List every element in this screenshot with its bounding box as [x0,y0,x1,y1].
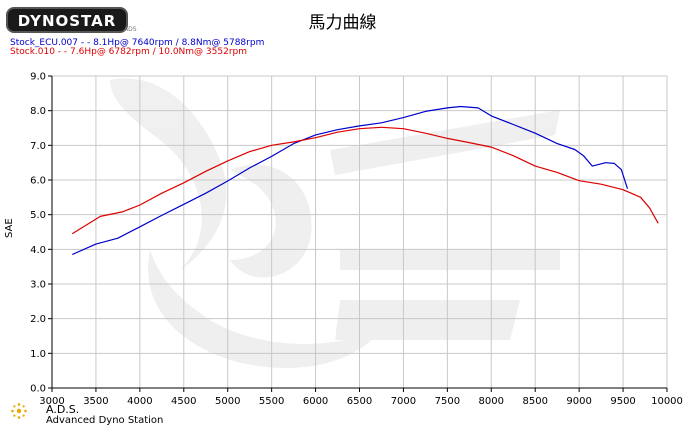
dynostar-logo: DYNOSTAR [6,7,128,33]
series-line-stock-ecu [71,105,629,256]
legend-entry-stock-ecu: Stock_ECU.007 - - 8.1Hp@ 7640rpm / 8.8Nm… [10,38,265,48]
footer-brand-name: A.D.S. [46,403,80,416]
y-tick-label: 4.0 [30,245,46,256]
x-tick-label: 7500 [435,396,460,407]
y-tick-label: 5.0 [30,210,46,221]
x-tick-label: 9500 [610,396,635,407]
x-tick-label: 5500 [259,396,284,407]
x-tick-label: 5000 [215,396,240,407]
y-tick-label: 8.0 [30,106,46,117]
ads-logo-icon [11,403,27,419]
y-tick-label: 7.0 [30,141,46,152]
series-line-stock [71,126,659,235]
grid [51,75,668,389]
series-lines [71,105,659,256]
x-tick-label: 3000 [39,396,64,407]
y-axis-ticks: 0.0 1.0 2.0 3.0 4.0 5.0 6.0 7.0 8.0 9.0 [30,72,52,395]
x-tick-label: 6000 [303,396,328,407]
x-tick-label: 10000 [651,396,683,407]
y-tick-label: 1.0 [30,349,46,360]
y-tick-label: 3.0 [30,280,46,291]
x-tick-label: 8000 [479,396,504,407]
y-tick-label: 9.0 [30,72,46,83]
footer-brand-description: Advanced Dyno Station [46,415,164,426]
y-tick-label: 2.0 [30,314,46,325]
x-tick-label: 4000 [127,396,152,407]
chart-title: 馬力曲線 [308,13,377,33]
x-tick-label: 7000 [391,396,416,407]
x-tick-label: 8500 [522,396,547,407]
y-tick-label: 6.0 [30,176,46,187]
y-tick-label: 0.0 [30,384,46,395]
logo-subtext: ADS [124,26,137,33]
x-tick-label: 9000 [566,396,591,407]
x-tick-label: 6500 [347,396,372,407]
watermark-logo [110,78,560,369]
x-tick-label: 4500 [171,396,196,407]
legend-entry-stock: Stock.010 - - 7.6Hp@ 6782rpm / 10.0Nm@ 3… [10,47,248,57]
x-tick-label: 3500 [83,396,108,407]
logo-text: DYNOSTAR [17,12,117,30]
x-axis-ticks: 3000 3500 4000 4500 5000 5500 6000 6500 7000 7500… [39,388,683,407]
